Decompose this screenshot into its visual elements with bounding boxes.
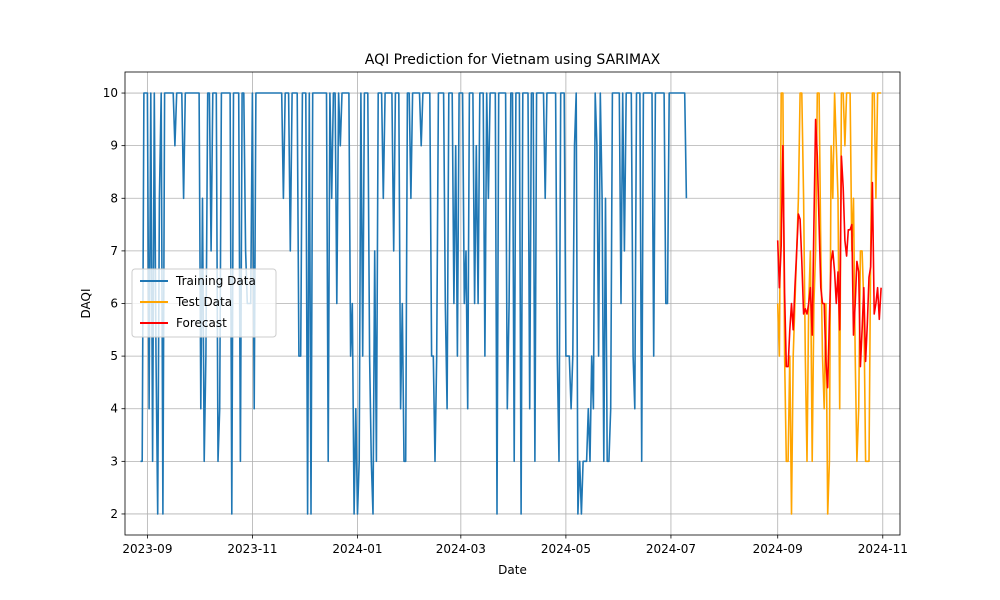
y-tick-label: 6 bbox=[110, 297, 118, 311]
x-tick-label: 2023-11 bbox=[227, 542, 277, 556]
x-tick-label: 2024-01 bbox=[332, 542, 382, 556]
y-axis-label: DAQI bbox=[79, 288, 93, 318]
x-tick-label: 2024-09 bbox=[753, 542, 803, 556]
legend-label: Training Data bbox=[175, 274, 256, 288]
x-tick-label: 2023-09 bbox=[122, 542, 172, 556]
legend-label: Forecast bbox=[176, 316, 227, 330]
x-tick-label: 2024-11 bbox=[858, 542, 908, 556]
axis-ticks: 2 3 4 5 6 7 8 9 10 2023-09 2023-11 2024-01 2024-03 20… bbox=[103, 86, 908, 556]
y-tick-label: 3 bbox=[110, 454, 118, 468]
y-tick-label: 7 bbox=[110, 244, 118, 258]
y-tick-label: 9 bbox=[110, 139, 118, 153]
legend: Training Data Test Data Forecast bbox=[131, 268, 277, 338]
y-tick-label: 8 bbox=[110, 191, 118, 205]
series-line-forecast bbox=[776, 118, 882, 389]
x-tick-label: 2024-03 bbox=[436, 542, 486, 556]
y-tick-label: 4 bbox=[110, 402, 118, 416]
series-layer bbox=[140, 92, 882, 515]
x-axis-label: Date bbox=[498, 563, 527, 577]
y-tick-label: 5 bbox=[110, 349, 118, 363]
x-tick-label: 2024-07 bbox=[646, 542, 696, 556]
legend-box bbox=[131, 268, 277, 338]
y-tick-label: 2 bbox=[110, 507, 118, 521]
x-tick-label: 2024-05 bbox=[541, 542, 591, 556]
y-tick-label: 10 bbox=[103, 86, 118, 100]
legend-label: Test Data bbox=[175, 295, 232, 309]
series-line-training-data bbox=[140, 92, 688, 515]
chart-title: AQI Prediction for Vietnam using SARIMAX bbox=[365, 52, 661, 68]
